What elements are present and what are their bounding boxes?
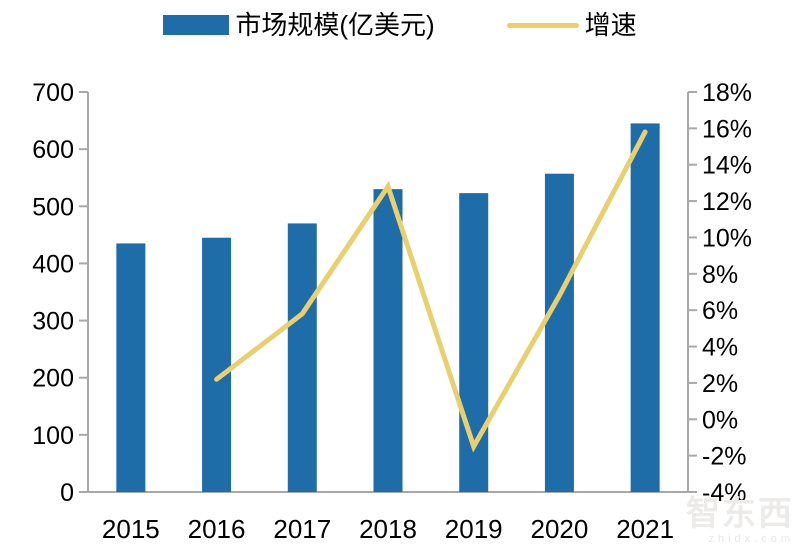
- x-axis-label-2021: 2021: [616, 514, 674, 544]
- right-axis-tick-label: 14%: [702, 152, 752, 180]
- left-axis-tick-label: 0: [60, 479, 74, 507]
- left-axis-tick-label: 400: [32, 250, 74, 278]
- bar-2018: [373, 189, 403, 492]
- legend-item-growth: 增速: [506, 10, 637, 40]
- legend-label-market-size: 市场规模(亿美元): [235, 10, 435, 40]
- x-axis-label-2020: 2020: [531, 514, 589, 544]
- left-axis-tick-label: 600: [32, 136, 74, 164]
- right-axis-tick-label: 6%: [702, 297, 738, 325]
- x-axis-label-2019: 2019: [445, 514, 503, 544]
- right-axis-tick-label: 18%: [702, 79, 752, 107]
- x-axis-label-2017: 2017: [273, 514, 331, 544]
- x-axis-label-2015: 2015: [102, 514, 160, 544]
- left-axis-tick-label: 500: [32, 193, 74, 221]
- right-axis-tick-label: -2%: [702, 443, 746, 471]
- bar-2021: [630, 123, 660, 492]
- chart-legend: 市场规模(亿美元) 增速: [0, 12, 800, 38]
- left-axis-tick-label: 200: [32, 365, 74, 393]
- legend-bar-swatch: [163, 15, 230, 35]
- right-axis-tick-label: -4%: [702, 479, 746, 507]
- legend-line-swatch: [506, 22, 579, 28]
- left-axis-tick-label: 300: [32, 308, 74, 336]
- bar-2020: [544, 173, 574, 492]
- bar-2015: [116, 243, 146, 492]
- x-axis-label-2016: 2016: [188, 514, 246, 544]
- right-axis-tick-label: 16%: [702, 115, 752, 143]
- right-axis-tick-label: 12%: [702, 188, 752, 216]
- legend-item-market-size: 市场规模(亿美元): [163, 10, 435, 40]
- x-axis-label-2018: 2018: [359, 514, 417, 544]
- left-axis-tick-label: 100: [32, 422, 74, 450]
- right-axis-tick-label: 0%: [702, 406, 738, 434]
- left-axis-tick-label: 700: [32, 79, 74, 107]
- growth-line: [214, 129, 648, 453]
- right-axis-tick-label: 4%: [702, 334, 738, 362]
- right-axis-tick-label: 8%: [702, 261, 738, 289]
- bar-2017: [287, 223, 317, 492]
- legend-label-growth: 增速: [584, 10, 637, 40]
- bar-2016: [202, 237, 232, 492]
- right-axis-tick-label: 2%: [702, 370, 738, 398]
- right-axis-tick-label: 10%: [702, 224, 752, 252]
